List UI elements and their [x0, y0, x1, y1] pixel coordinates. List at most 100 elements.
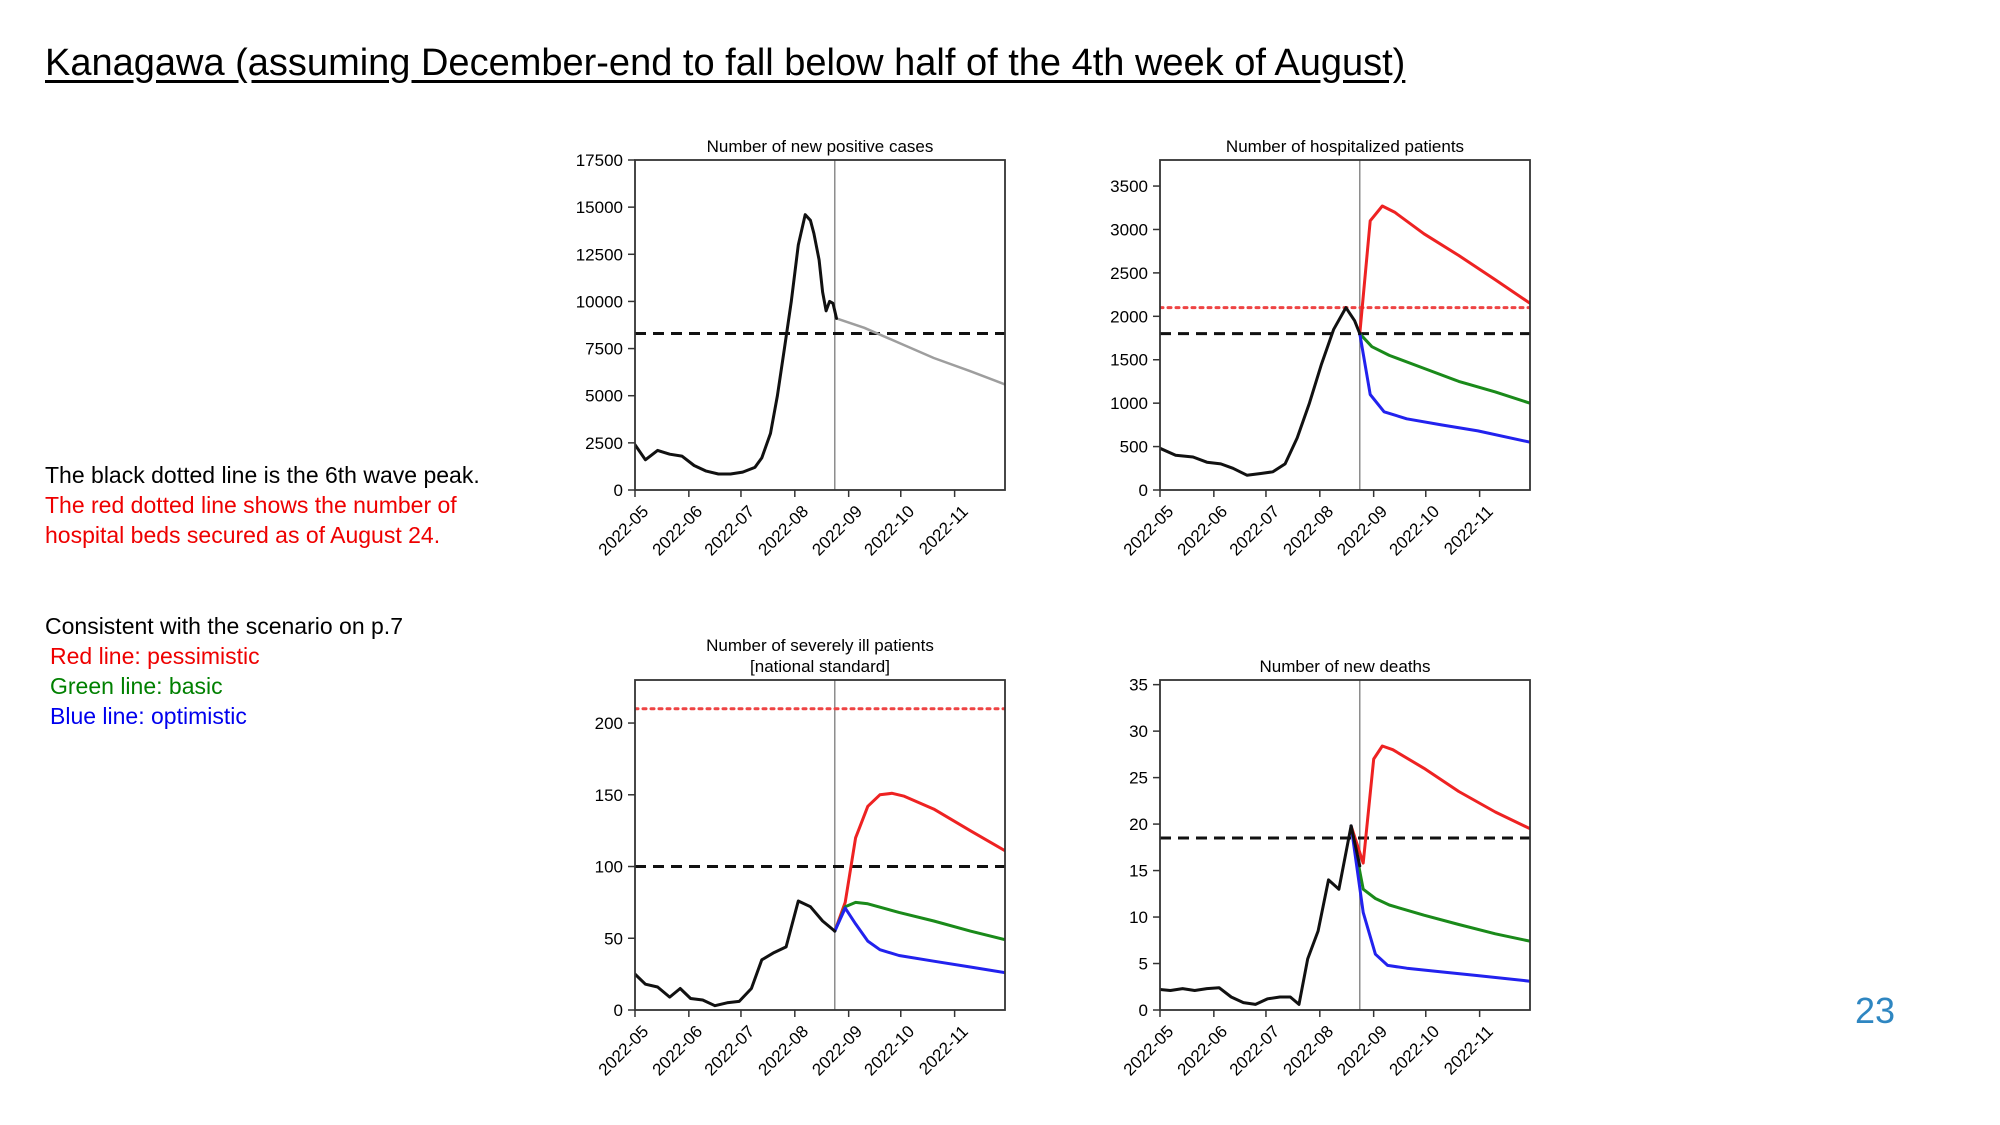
series-line-actual [635, 213, 838, 476]
red-line-note-line2: hospital beds secured as of August 24. [45, 522, 441, 548]
y-tick-label: 5 [1139, 955, 1148, 974]
x-tick-label: 2022-10 [861, 502, 919, 560]
y-tick-label: 50 [604, 929, 623, 948]
scenario-legend-basic: Green line: basic [50, 673, 223, 699]
chart-title: Number of hospitalized patients [1226, 137, 1464, 156]
x-tick-label: 2022-09 [808, 502, 866, 560]
x-tick-label: 2022-11 [1440, 1022, 1497, 1079]
y-tick-label: 0 [614, 481, 623, 500]
series-line-optimistic [1349, 824, 1530, 983]
chart-severely-ill-patients: Number of severely ill patients [national… [530, 636, 1010, 1115]
y-tick-label: 3000 [1110, 220, 1148, 239]
chart-svg-severe: Number of severely ill patients [national… [595, 636, 1006, 1080]
x-tick-label: 2022-11 [915, 502, 972, 559]
series-line-pessimistic [1358, 204, 1530, 336]
chart-hospitalized-patients: Number of hospitalized patients 0 500 1000 1… [1055, 125, 1535, 595]
page-title: Kanagawa (assuming December-end to fall … [45, 42, 1406, 84]
series-line-basic [833, 900, 1005, 942]
x-tick-label: 2022-10 [1386, 502, 1444, 560]
y-tick-label: 3500 [1110, 177, 1148, 196]
y-tick-label: 15 [1129, 862, 1148, 881]
plot-area [1160, 680, 1530, 1010]
x-tick-label: 2022-05 [1120, 1022, 1178, 1080]
series-line-basic [1358, 332, 1530, 405]
chart-title: [national standard] [750, 657, 890, 676]
x-tick-label: 2022-05 [1120, 502, 1178, 560]
page-number: 23 [1855, 990, 1896, 1031]
y-tick-label: 17500 [576, 151, 623, 170]
x-tick-label: 2022-07 [701, 1022, 759, 1080]
x-tick-label: 2022-06 [1174, 1022, 1232, 1080]
x-tick-label: 2022-05 [595, 1022, 653, 1080]
chart-svg-deaths: Number of new deaths 0 5 10 15 20 25 30 35 2022-0… [1120, 657, 1531, 1080]
plot-area [1160, 160, 1530, 490]
x-tick-label: 2022-11 [915, 1022, 972, 1079]
plot-frame [634, 159, 1006, 491]
x-tick-label: 2022-07 [1226, 1022, 1284, 1080]
chart-title: Number of severely ill patients [706, 636, 934, 655]
series-line-actual [1160, 306, 1362, 477]
x-tick-label: 2022-07 [1226, 502, 1284, 560]
series-line-actual [635, 899, 837, 1008]
y-tick-label: 10000 [576, 292, 623, 311]
series-line-basic [1349, 824, 1530, 943]
x-tick-label: 2022-08 [755, 1022, 813, 1080]
y-tick-label: 25 [1129, 769, 1148, 788]
x-tick-label: 2022-08 [755, 502, 813, 560]
y-tick-label: 100 [595, 858, 623, 877]
chart-title: Number of new deaths [1259, 657, 1430, 676]
chart-new-positive-cases: Number of new positive cases 0 2500 5000 750… [530, 125, 1010, 595]
series-line-optimistic [1358, 332, 1530, 444]
series-line-optimistic [833, 906, 1005, 975]
x-tick-label: 2022-09 [1333, 1022, 1391, 1080]
black-line-note: The black dotted line is the 6th wave pe… [45, 462, 480, 488]
y-tick-label: 150 [595, 786, 623, 805]
y-tick-label: 7500 [585, 340, 623, 359]
y-tick-label: 15000 [576, 198, 623, 217]
y-tick-label: 0 [614, 1001, 623, 1020]
y-tick-label: 0 [1139, 481, 1148, 500]
reference-lines-note: The black dotted line is the 6th wave pe… [45, 460, 480, 550]
x-tick-label: 2022-05 [595, 502, 653, 560]
x-tick-label: 2022-09 [1333, 502, 1391, 560]
x-tick-label: 2022-08 [1280, 1022, 1338, 1080]
chart-svg-positive: Number of new positive cases 0 2500 5000 750… [576, 137, 1006, 560]
x-tick-label: 2022-10 [1386, 1022, 1444, 1080]
y-tick-label: 200 [595, 714, 623, 733]
y-tick-label: 10 [1129, 908, 1148, 927]
y-tick-label: 35 [1129, 676, 1148, 695]
y-tick-label: 20 [1129, 815, 1148, 834]
chart-svg-hospitalized: Number of hospitalized patients 0 500 1000 1… [1110, 137, 1531, 560]
chart-title: Number of new positive cases [707, 137, 934, 156]
x-tick-label: 2022-06 [649, 1022, 707, 1080]
scenario-legend-heading: Consistent with the scenario on p.7 [45, 613, 403, 639]
scenario-legend: Consistent with the scenario on p.7 Red … [45, 611, 403, 731]
x-tick-label: 2022-07 [701, 502, 759, 560]
chart-new-deaths: Number of new deaths 0 5 10 15 20 25 30 35 2022-0… [1055, 645, 1535, 1115]
plot-frame [634, 679, 1006, 1011]
plot-frame [1159, 159, 1531, 491]
y-tick-label: 1500 [1110, 351, 1148, 370]
series-line-pessimistic [833, 791, 1005, 933]
x-tick-label: 2022-11 [1440, 502, 1497, 559]
plot-frame [1159, 679, 1531, 1011]
scenario-legend-optimistic: Blue line: optimistic [50, 703, 247, 729]
series-line-pessimistic [1349, 744, 1530, 865]
y-tick-label: 1000 [1110, 394, 1148, 413]
y-tick-label: 2500 [585, 434, 623, 453]
y-tick-label: 2500 [1110, 264, 1148, 283]
y-tick-label: 500 [1120, 438, 1148, 457]
y-tick-label: 0 [1139, 1001, 1148, 1020]
y-tick-label: 2000 [1110, 307, 1148, 326]
x-tick-label: 2022-10 [861, 1022, 919, 1080]
plot-area [635, 160, 1005, 490]
x-tick-label: 2022-09 [808, 1022, 866, 1080]
scenario-legend-pessimistic: Red line: pessimistic [50, 643, 260, 669]
x-tick-label: 2022-06 [649, 502, 707, 560]
x-tick-label: 2022-08 [1280, 502, 1338, 560]
y-tick-label: 30 [1129, 722, 1148, 741]
x-tick-label: 2022-06 [1174, 502, 1232, 560]
plot-area [635, 680, 1005, 1010]
y-tick-label: 5000 [585, 387, 623, 406]
red-line-note-line1: The red dotted line shows the number of [45, 492, 457, 518]
